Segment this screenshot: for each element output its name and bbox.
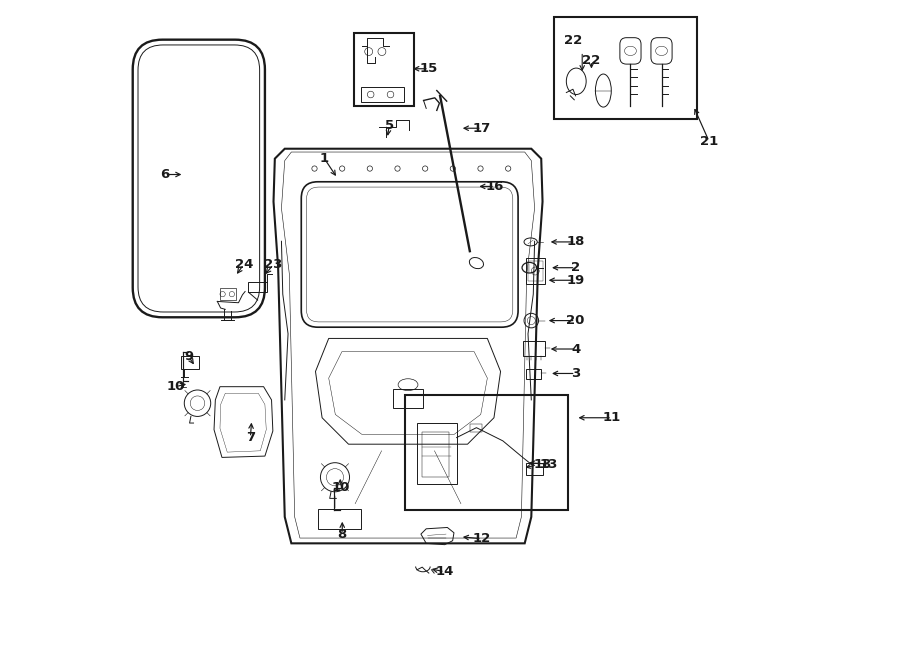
Text: 19: 19	[566, 274, 585, 287]
Text: 11: 11	[603, 411, 621, 424]
Text: 2: 2	[571, 261, 580, 274]
Text: 12: 12	[472, 532, 490, 545]
Text: 16: 16	[486, 180, 504, 193]
Text: 20: 20	[566, 314, 585, 327]
Text: 14: 14	[436, 565, 454, 578]
Bar	[181, 356, 200, 369]
Bar	[523, 341, 545, 356]
Text: 21: 21	[700, 135, 718, 148]
Bar	[526, 463, 543, 475]
Bar	[422, 432, 449, 477]
Text: 13: 13	[534, 457, 552, 471]
Text: 18: 18	[566, 235, 585, 249]
Text: 7: 7	[246, 431, 255, 444]
Bar	[526, 258, 544, 284]
Bar	[554, 17, 697, 119]
Text: 24: 24	[235, 258, 253, 271]
Bar	[248, 282, 267, 292]
Bar	[417, 423, 456, 484]
Bar	[361, 87, 404, 102]
Text: 10: 10	[166, 380, 184, 393]
Text: 15: 15	[419, 62, 438, 75]
Bar	[470, 424, 482, 432]
Bar	[528, 261, 543, 281]
Text: 5: 5	[384, 119, 394, 132]
Text: 22: 22	[563, 34, 582, 48]
Text: 4: 4	[571, 342, 580, 356]
Text: 9: 9	[184, 350, 194, 364]
Text: 22: 22	[582, 54, 600, 67]
Text: 17: 17	[472, 122, 490, 135]
Bar	[355, 33, 414, 106]
Text: 3: 3	[571, 367, 580, 380]
Bar	[220, 288, 236, 300]
Text: 6: 6	[160, 168, 169, 181]
Text: 13: 13	[540, 457, 558, 471]
Bar	[405, 395, 568, 510]
Text: 1: 1	[320, 152, 329, 165]
Text: 10: 10	[331, 481, 349, 494]
Text: 8: 8	[338, 527, 346, 541]
Text: 23: 23	[265, 258, 283, 271]
Bar	[318, 509, 361, 529]
Bar	[526, 369, 541, 379]
Bar	[393, 389, 423, 408]
